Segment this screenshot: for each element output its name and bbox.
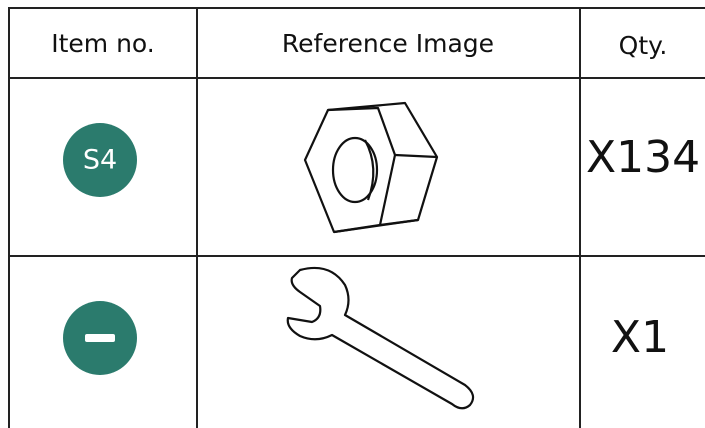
hex-nut-icon <box>303 101 439 234</box>
header-cell: Qty. <box>619 31 668 60</box>
item-number: S4 <box>83 145 117 176</box>
quantity: X134 <box>586 132 700 183</box>
header-cell: Item no. <box>51 29 155 58</box>
table-grid <box>8 7 705 428</box>
quantity: X1 <box>611 312 669 363</box>
wrench-icon <box>286 266 475 410</box>
dash-icon <box>85 334 115 342</box>
header-cell: Reference Image <box>282 29 494 58</box>
item-badge <box>63 123 137 197</box>
